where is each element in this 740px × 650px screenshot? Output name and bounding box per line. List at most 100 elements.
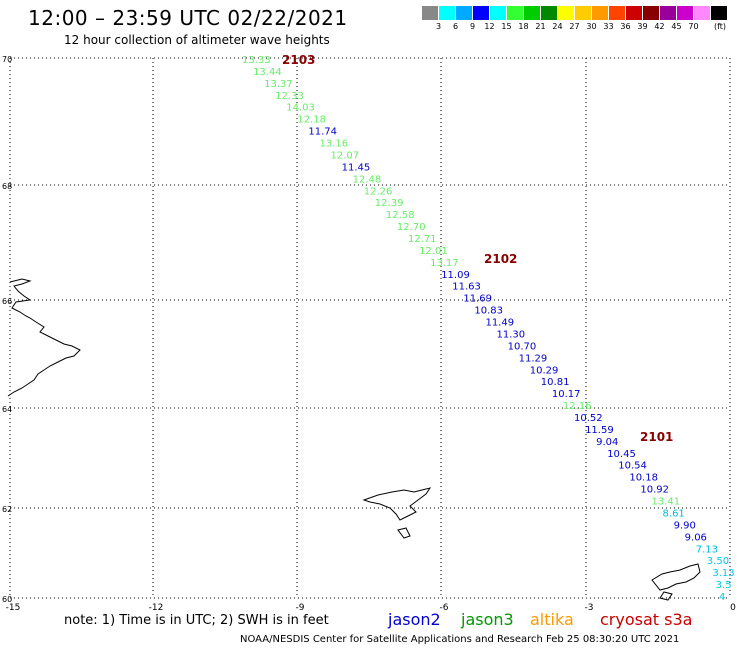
lon-label: -15	[6, 603, 21, 613]
legend-label: 33	[603, 22, 614, 31]
legend-swatch	[677, 6, 694, 20]
swh-value: 3.50	[707, 556, 729, 567]
credit-line: NOAA/NESDIS Center for Satellite Applica…	[240, 634, 680, 645]
shetland-islands	[651, 563, 701, 601]
lat-label: 68	[2, 182, 12, 191]
lat-label: 64	[2, 405, 12, 414]
lat-label: 62	[2, 505, 12, 514]
legend-label: 36	[620, 22, 631, 31]
axis-labels: 70 68 66 64 62 60-15 -12 -9 -6 -3 0	[2, 55, 736, 613]
lat-label: 60	[2, 595, 12, 604]
swh-value: 12.39	[375, 198, 404, 209]
swh-value: 9.06	[685, 532, 707, 543]
swh-value: 13.17	[430, 258, 459, 269]
swh-value: 12.16	[563, 401, 592, 412]
lon-label: -9	[296, 603, 305, 613]
legend-label: 24	[552, 22, 563, 31]
swh-value: 10.70	[508, 341, 537, 352]
swh-value: 10.81	[541, 377, 570, 388]
footer-note: note: 1) Time is in UTC; 2) SWH is in fe…	[64, 613, 329, 628]
swh-value: 14.03	[286, 103, 315, 114]
lon-label: -12	[149, 603, 164, 613]
legend-label: 39	[637, 22, 648, 31]
swh-value: 10.18	[629, 473, 658, 484]
legend-swatch	[660, 6, 677, 20]
legend-swatch	[711, 6, 728, 20]
swh-value: 12.71	[408, 234, 437, 245]
map-title: 12:00 – 23:59 UTC 02/22/2021	[28, 6, 348, 30]
jason2-label: jason2	[388, 610, 441, 629]
legend-swatch	[507, 6, 524, 20]
swh-value: 11.30	[497, 329, 526, 340]
swh-value: 12.48	[353, 174, 382, 185]
legend-swatch	[643, 6, 660, 20]
legend-label: 3	[435, 22, 442, 31]
swh-value: 9.90	[674, 520, 696, 531]
swh-value: 10.52	[574, 413, 603, 424]
swh-value: 12.07	[331, 150, 360, 161]
swh-value: 3.13	[712, 568, 734, 579]
swh-value: 11.29	[519, 353, 548, 364]
swh-value: 12.58	[386, 210, 415, 221]
legend-swatch	[558, 6, 575, 20]
swh-value: 11.49	[485, 318, 514, 329]
legend-label: 6	[452, 22, 459, 31]
swh-value: 4	[719, 592, 725, 603]
lat-lon-grid	[9, 57, 731, 599]
swh-value: 11.45	[342, 162, 371, 173]
legend-label: 15	[501, 22, 512, 31]
legend-label: 42	[654, 22, 665, 31]
legend-label: 21	[535, 22, 546, 31]
legend-swatch	[609, 6, 626, 20]
legend-swatch	[490, 6, 507, 20]
legend-label: 27	[569, 22, 580, 31]
swh-value: 10.54	[618, 461, 647, 472]
jason3-label: jason3	[461, 610, 514, 629]
pass-id-label: 2101	[640, 430, 673, 444]
swh-value: 10.17	[552, 389, 581, 400]
legend-swatch	[541, 6, 558, 20]
legend-label: 45	[671, 22, 682, 31]
legend-swatch	[575, 6, 592, 20]
legend-label: 9	[469, 22, 476, 31]
pass-id-label: 2102	[484, 252, 517, 266]
swh-value: 12.01	[419, 246, 448, 257]
lon-label: -3	[585, 603, 594, 613]
lon-label: 0	[730, 603, 736, 613]
legend-swatch	[456, 6, 473, 20]
swh-value: 12.70	[397, 222, 426, 233]
faroe-islands	[362, 487, 432, 539]
map-subtitle: 12 hour collection of altimeter wave hei…	[64, 33, 330, 47]
swh-value: 11.09	[441, 270, 470, 281]
legend-swatch	[524, 6, 541, 20]
legend-swatch	[592, 6, 609, 20]
wave-height-color-legend	[422, 6, 728, 20]
legend-label: 12	[484, 22, 495, 31]
swh-value: 13.44	[253, 67, 282, 78]
altimeter-track: 13.3313.4413.3712.3314.0312.1811.7413.16…	[242, 55, 735, 603]
legend-label: 70	[688, 22, 699, 31]
swh-value: 11.59	[585, 425, 614, 436]
swh-value: 13.41	[651, 497, 680, 508]
legend-swatch	[694, 6, 711, 20]
lat-label: 70	[2, 55, 12, 64]
pass-labels: 2103 2102 2101	[282, 53, 673, 444]
swh-value: 13.16	[319, 139, 348, 150]
swh-value: 7.13	[696, 544, 718, 555]
swh-value: 10.83	[474, 306, 503, 317]
lon-label: -6	[440, 603, 449, 613]
swh-value: 10.92	[640, 485, 669, 496]
legend-label: 30	[586, 22, 597, 31]
swh-value: 12.18	[297, 115, 326, 126]
altika-label: altika	[530, 610, 574, 629]
iceland-coast	[7, 278, 81, 397]
swh-value: 12.26	[364, 186, 393, 197]
swh-value: 3.5	[716, 580, 732, 591]
swh-value: 11.63	[452, 282, 481, 293]
legend-unit: (ft)	[714, 22, 727, 31]
cryosat-label: cryosat s3a	[600, 610, 693, 629]
legend-swatch	[626, 6, 643, 20]
swh-value: 8.61	[663, 508, 685, 519]
legend-label: 18	[518, 22, 529, 31]
